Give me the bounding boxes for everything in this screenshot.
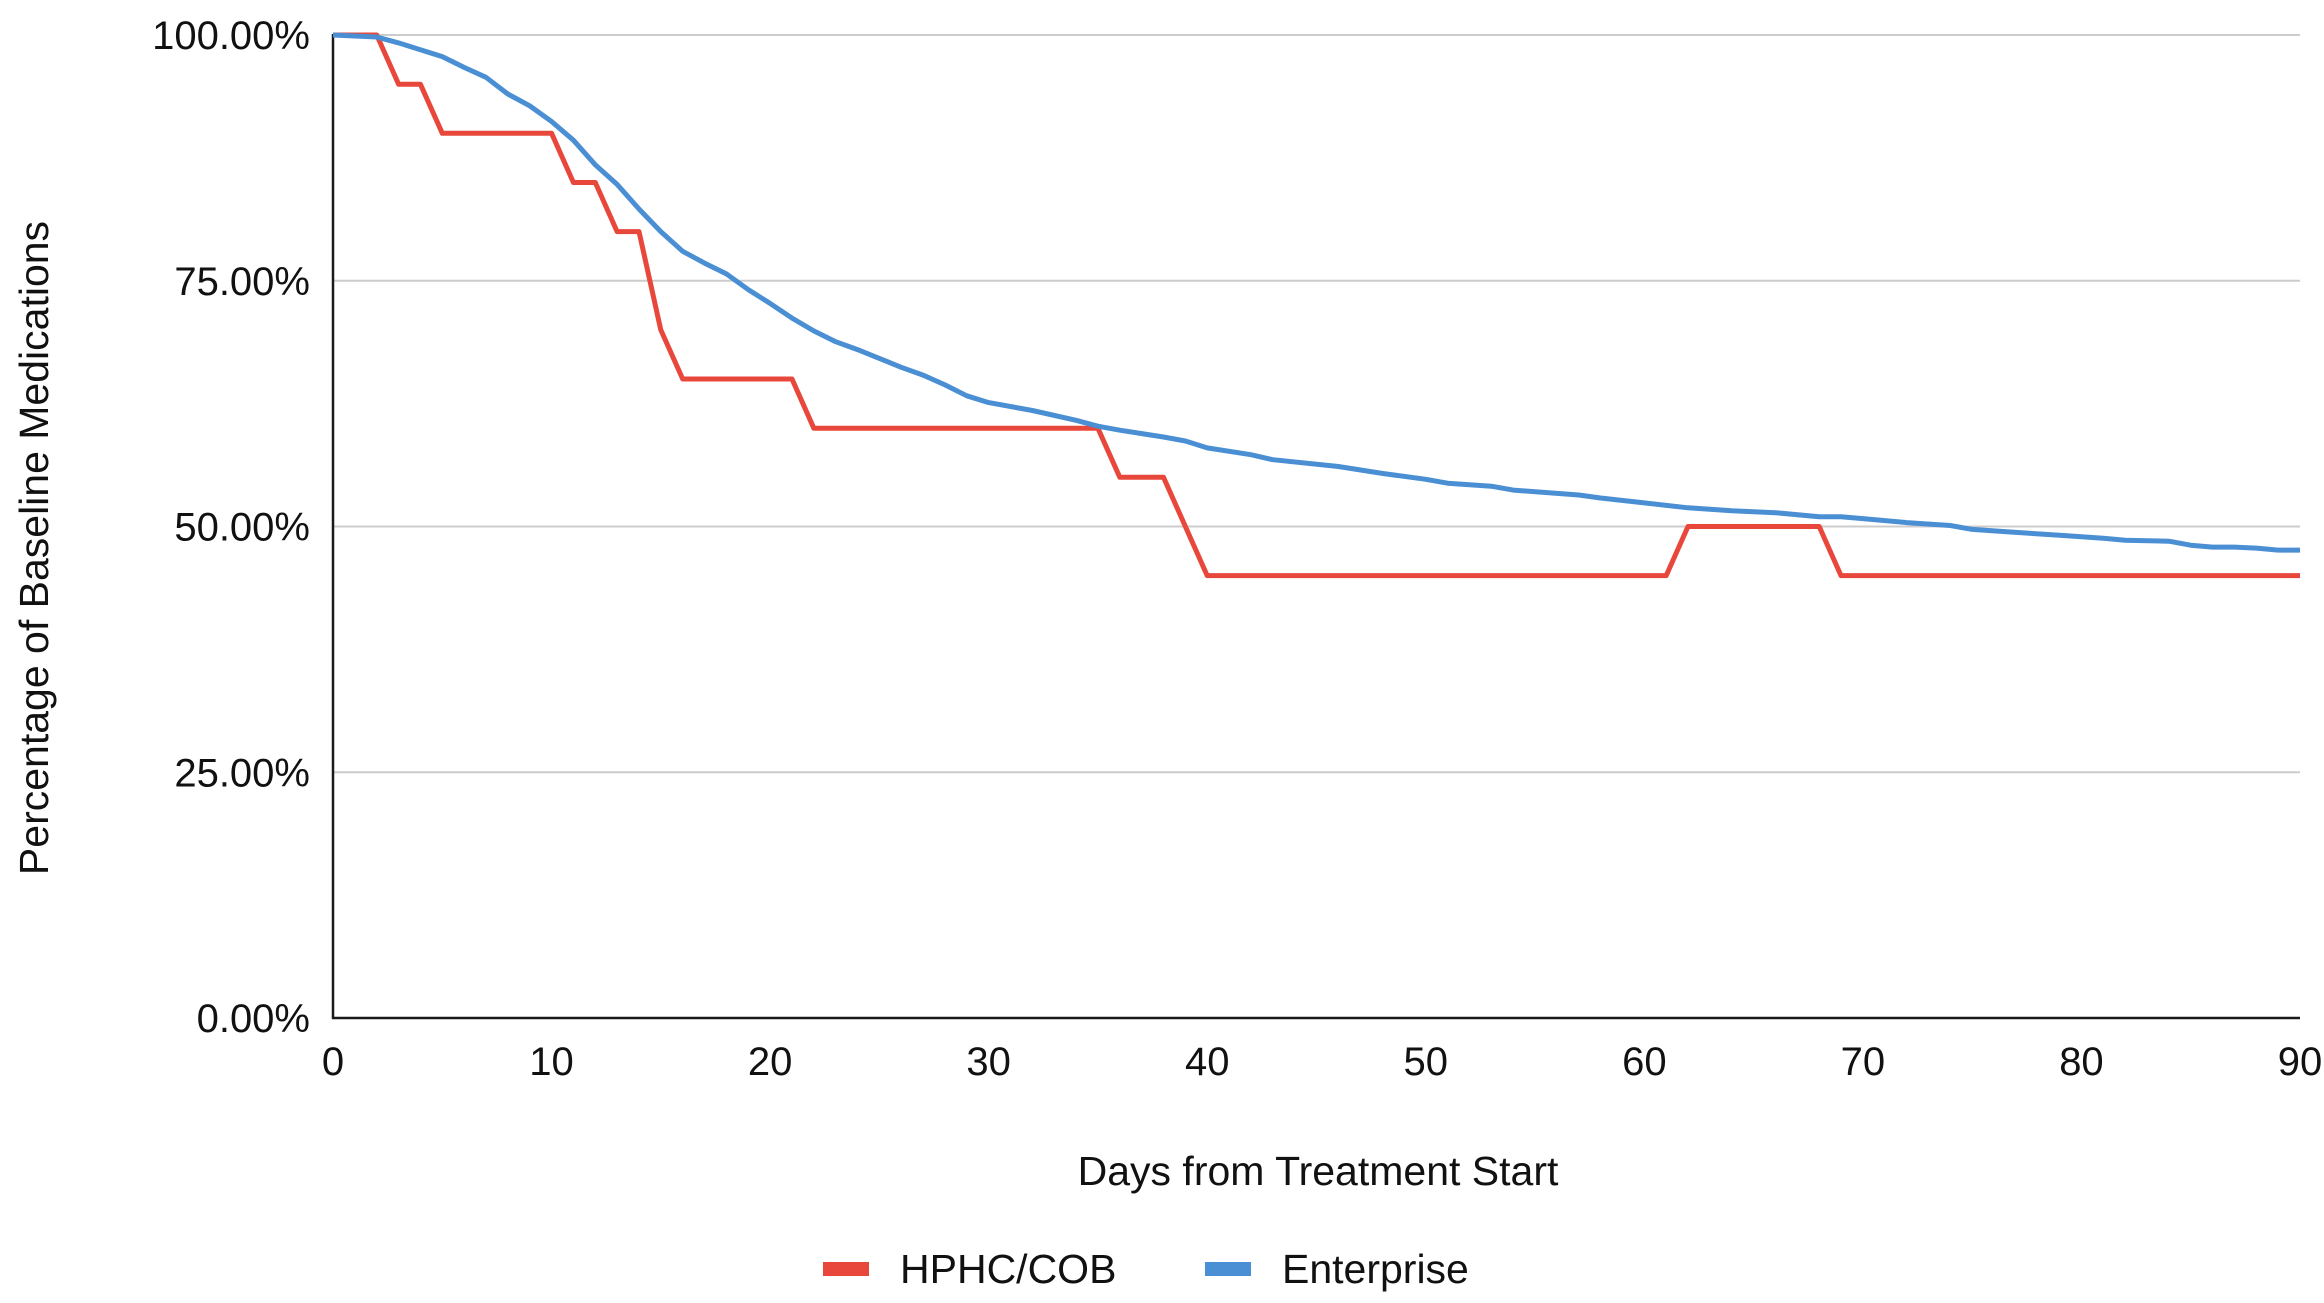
x-tick-label: 80 (2059, 1040, 2104, 1084)
y-tick-label: 0.00% (197, 997, 310, 1041)
x-tick-label: 10 (529, 1040, 574, 1084)
y-tick-label: 75.00% (174, 260, 310, 304)
x-tick-label: 40 (1185, 1040, 1230, 1084)
legend-label: Enterprise (1282, 1246, 1469, 1292)
gridlines (333, 34, 2300, 774)
axes (331, 34, 2300, 1020)
legend-swatch (1205, 1262, 1251, 1276)
series-line-enterprise (332, 32, 2300, 553)
x-tick-label: 20 (748, 1040, 793, 1084)
x-axis-title: Days from Treatment Start (1078, 1148, 1559, 1194)
legend-item-hphc-cob: HPHC/COB (823, 1246, 1116, 1292)
y-tick-label: 25.00% (174, 751, 310, 795)
legend: HPHC/COB Enterprise (823, 1246, 1469, 1292)
legend-swatch (823, 1262, 869, 1276)
x-tick-label: 70 (1841, 1040, 1886, 1084)
legend-item-enterprise: Enterprise (1205, 1246, 1469, 1292)
y-tick-label: 50.00% (174, 506, 310, 550)
x-tick-label: 50 (1404, 1040, 1449, 1084)
x-tick-label: 30 (966, 1040, 1011, 1084)
x-tick-label: 0 (322, 1040, 344, 1084)
x-tick-label: 90 (2278, 1040, 2323, 1084)
series-line-hphc-cob (333, 32, 2300, 579)
y-axis-title: Percentage of Baseline Medications (11, 221, 57, 875)
x-tick-label: 60 (1622, 1040, 1667, 1084)
series-lines (332, 32, 2300, 579)
legend-label: HPHC/COB (900, 1246, 1116, 1292)
tick-labels: 0.00% 25.00% 50.00% 75.00% 100.00% 0 10 20 30 40 5… (152, 14, 2322, 1084)
y-tick-label: 100.00% (152, 14, 310, 58)
